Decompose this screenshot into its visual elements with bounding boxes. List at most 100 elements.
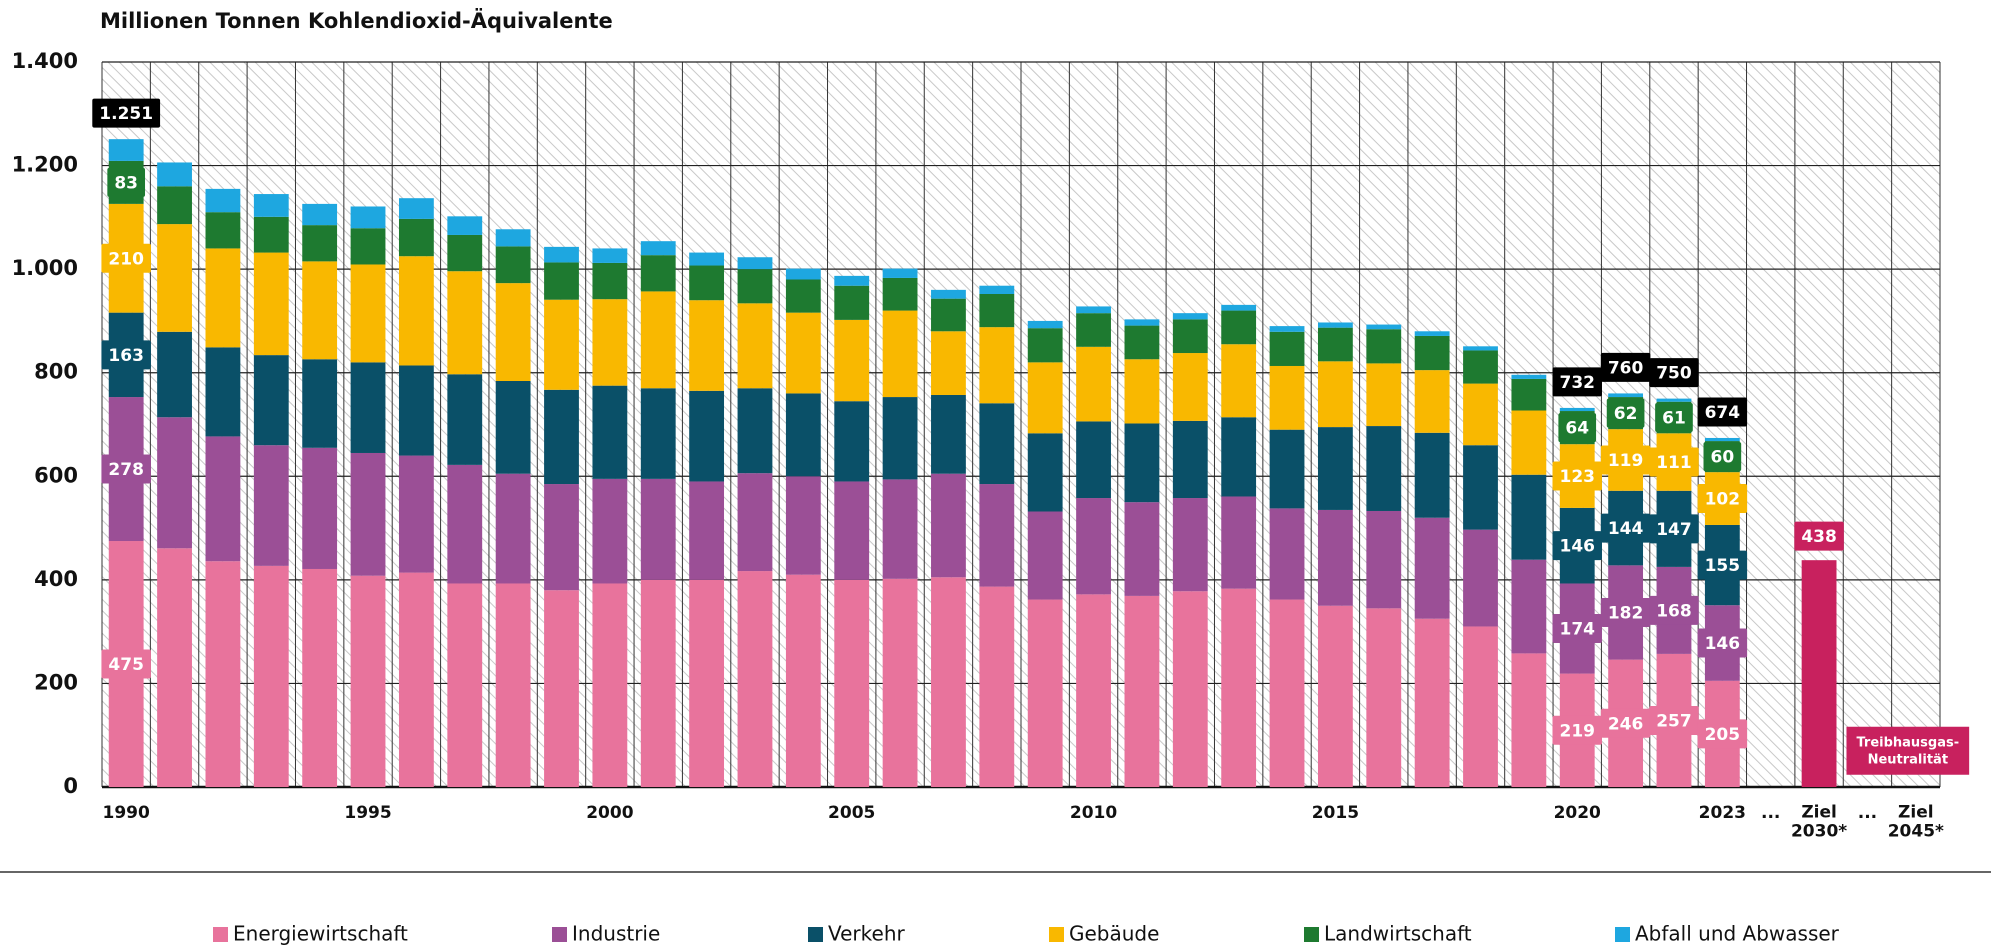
bar-segment (785, 476, 821, 575)
value-label: 174 (1552, 614, 1602, 644)
bar-segment (931, 473, 966, 578)
bar-segment (785, 393, 821, 477)
value-label-text: 111 (1656, 453, 1692, 473)
bar-segment (1221, 417, 1257, 497)
value-label-box (101, 243, 151, 273)
bar-segment (1463, 383, 1498, 446)
value-label: 123 (1552, 461, 1602, 491)
bar-segment (1366, 608, 1402, 787)
value-label-text: 760 (1608, 358, 1644, 378)
legend-label: Abfall und Abwasser (1635, 922, 1840, 946)
value-label-box (1649, 447, 1699, 477)
bar-segment (592, 299, 628, 386)
bar-segment (592, 385, 628, 479)
bar-segment (157, 162, 192, 187)
value-label: 219 (1552, 715, 1602, 745)
bar-segment (1366, 329, 1402, 364)
bar-segment (1414, 517, 1450, 619)
bar-segment (447, 583, 483, 787)
legend-label: Verkehr (828, 922, 906, 946)
bar-segment (1172, 420, 1208, 499)
value-label: 475 (101, 649, 151, 679)
value-label-text: 219 (1559, 721, 1595, 741)
bar-segment (1027, 320, 1063, 329)
value-label: 163 (101, 340, 151, 370)
x-tick-label: ... (1761, 803, 1780, 823)
bar-segment (1027, 328, 1063, 363)
legend-swatch (1049, 927, 1064, 942)
value-label: 146 (1697, 628, 1748, 658)
bar-segment (157, 331, 192, 418)
bar-segment (785, 279, 821, 313)
bar-segment (398, 455, 434, 573)
bar-segment (1366, 324, 1402, 330)
bar-segment (931, 298, 966, 332)
value-label: 278 (101, 454, 151, 484)
bar-segment (302, 225, 338, 262)
value-label: 146 (1552, 531, 1602, 561)
bar-segment (1027, 433, 1063, 512)
value-label: 83 (107, 167, 146, 197)
value-label: 750 (1649, 358, 1699, 388)
bar-segment (785, 574, 821, 787)
bar-segment (592, 583, 628, 787)
bar-segment (689, 300, 725, 391)
bar-segment (1076, 306, 1111, 314)
value-label-text: 732 (1559, 373, 1595, 393)
value-label: 438 (1794, 521, 1844, 551)
y-tick-label: 1.400 (12, 49, 78, 73)
value-label: 760 (1600, 352, 1651, 382)
y-tick-label: 1.000 (12, 256, 78, 280)
value-label-text: 146 (1705, 634, 1741, 654)
value-label-box (1697, 484, 1748, 514)
bar-segment (157, 548, 192, 787)
value-label: 182 (1600, 597, 1651, 627)
bar-segment (544, 262, 579, 300)
bar-segment (205, 561, 241, 787)
bar-segment (1511, 410, 1547, 475)
value-label-box (1552, 715, 1602, 745)
bar-segment (350, 264, 386, 363)
bar-segment (931, 331, 966, 395)
value-label-box (1649, 514, 1699, 544)
value-label-text: 144 (1608, 519, 1644, 539)
value-label-box (101, 340, 151, 370)
bar-segment (495, 229, 531, 247)
value-label-box (1600, 708, 1651, 738)
bar-segment (1124, 319, 1160, 326)
bar-segment (737, 571, 773, 787)
value-label-text: 146 (1559, 537, 1595, 557)
legend-label: Industrie (572, 922, 660, 946)
value-label-text: 163 (108, 346, 144, 366)
value-label-box (1649, 705, 1699, 735)
x-tick-label: ... (1858, 803, 1877, 823)
bar-segment (1317, 327, 1353, 362)
bar-segment (931, 577, 966, 787)
legend-swatch (1615, 927, 1630, 942)
bar-segment (592, 478, 628, 584)
x-tick-label: Ziel 2045* (1888, 803, 1944, 842)
value-label-box (1552, 614, 1602, 644)
value-label-text: 102 (1705, 490, 1741, 510)
legend-label: Energiewirtschaft (233, 922, 408, 946)
chart-title: Millionen Tonnen Kohlendioxid-Äquivalent… (100, 8, 613, 33)
bar-segment (1076, 346, 1111, 422)
value-label: 246 (1600, 708, 1651, 738)
bar-segment (1076, 313, 1111, 347)
bar-segment (495, 583, 531, 787)
bar-segment (834, 319, 870, 402)
bar-segment (640, 579, 676, 787)
bar-segment (1511, 378, 1547, 411)
bar-segment (253, 252, 289, 356)
value-label-text: 147 (1656, 520, 1692, 540)
bar-segment (979, 586, 1015, 787)
value-label-text: 174 (1559, 620, 1595, 640)
value-label-text: 674 (1705, 403, 1741, 423)
value-label-box (1558, 413, 1597, 443)
bar-segment (785, 312, 821, 394)
bar-segment (592, 262, 628, 300)
bar-segment (689, 265, 725, 301)
legend-label: Gebäude (1069, 922, 1159, 946)
value-label-text: 182 (1608, 603, 1644, 623)
